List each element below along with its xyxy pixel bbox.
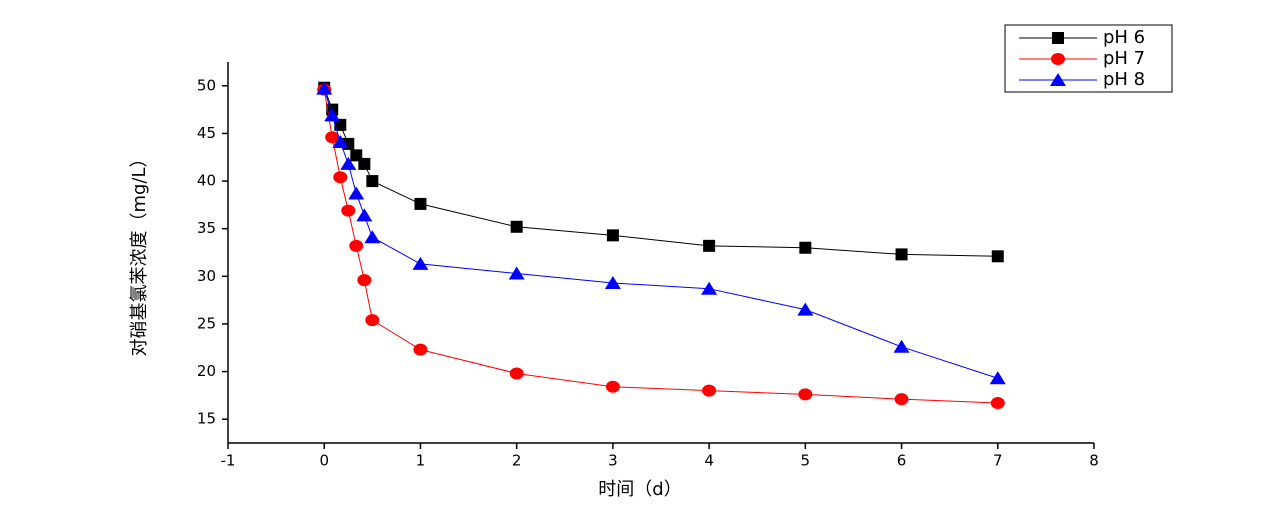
marker <box>357 274 372 287</box>
marker <box>605 380 620 393</box>
x-axis-label: 时间（d） <box>598 479 681 500</box>
marker <box>894 393 909 406</box>
marker <box>348 186 365 200</box>
marker <box>702 384 717 397</box>
series-line <box>323 87 998 257</box>
series-line <box>323 88 998 379</box>
marker <box>316 81 333 95</box>
y-tick-label: 30 <box>197 267 216 285</box>
marker <box>324 108 341 122</box>
x-tick-label: 8 <box>1089 452 1099 470</box>
marker <box>356 208 373 222</box>
x-tick-label: 2 <box>512 452 522 470</box>
marker <box>893 339 910 353</box>
marker <box>413 343 428 356</box>
x-tick-label: 4 <box>704 452 714 470</box>
marker <box>412 256 429 270</box>
marker <box>798 388 813 401</box>
legend-label: pH 7 <box>1103 48 1145 69</box>
y-tick-label: 15 <box>197 410 216 428</box>
marker <box>703 239 716 252</box>
marker <box>349 239 364 252</box>
legend-marker <box>1051 53 1065 65</box>
marker <box>895 248 908 261</box>
marker <box>799 241 812 254</box>
marker <box>365 314 380 327</box>
marker <box>797 302 814 316</box>
marker <box>990 396 1005 409</box>
marker <box>414 197 427 210</box>
marker <box>333 171 348 184</box>
y-tick-label: 35 <box>197 219 216 237</box>
marker <box>341 204 356 217</box>
marker <box>340 156 357 170</box>
marker <box>332 135 349 149</box>
x-tick-label: 3 <box>608 452 618 470</box>
x-tick-label: -1 <box>221 452 236 470</box>
y-tick-label: 50 <box>197 76 216 94</box>
x-tick-label: 6 <box>897 452 907 470</box>
marker <box>510 220 523 233</box>
marker <box>989 371 1006 385</box>
legend-marker <box>1050 73 1066 86</box>
legend-label: pH 6 <box>1103 27 1145 48</box>
y-tick-label: 20 <box>197 362 216 380</box>
legend-label: pH 8 <box>1103 69 1145 90</box>
marker <box>325 131 340 144</box>
marker <box>364 230 381 244</box>
marker <box>509 367 524 380</box>
y-axis-label: 对硝基氯苯浓度（mg/L） <box>129 149 150 356</box>
marker <box>604 275 621 289</box>
y-tick-label: 40 <box>197 172 216 190</box>
y-tick-label: 45 <box>197 124 216 142</box>
marker <box>991 250 1004 263</box>
marker <box>606 229 619 242</box>
marker <box>701 281 718 295</box>
marker <box>358 157 371 170</box>
y-tick-label: 25 <box>197 314 216 332</box>
x-tick-label: 7 <box>993 452 1003 470</box>
marker <box>508 266 525 280</box>
legend-marker <box>1052 32 1064 44</box>
x-tick-label: 0 <box>319 452 329 470</box>
series-line <box>323 89 998 404</box>
x-tick-label: 5 <box>801 452 811 470</box>
marker <box>366 175 379 188</box>
x-tick-label: 1 <box>416 452 426 470</box>
marker <box>334 118 347 131</box>
